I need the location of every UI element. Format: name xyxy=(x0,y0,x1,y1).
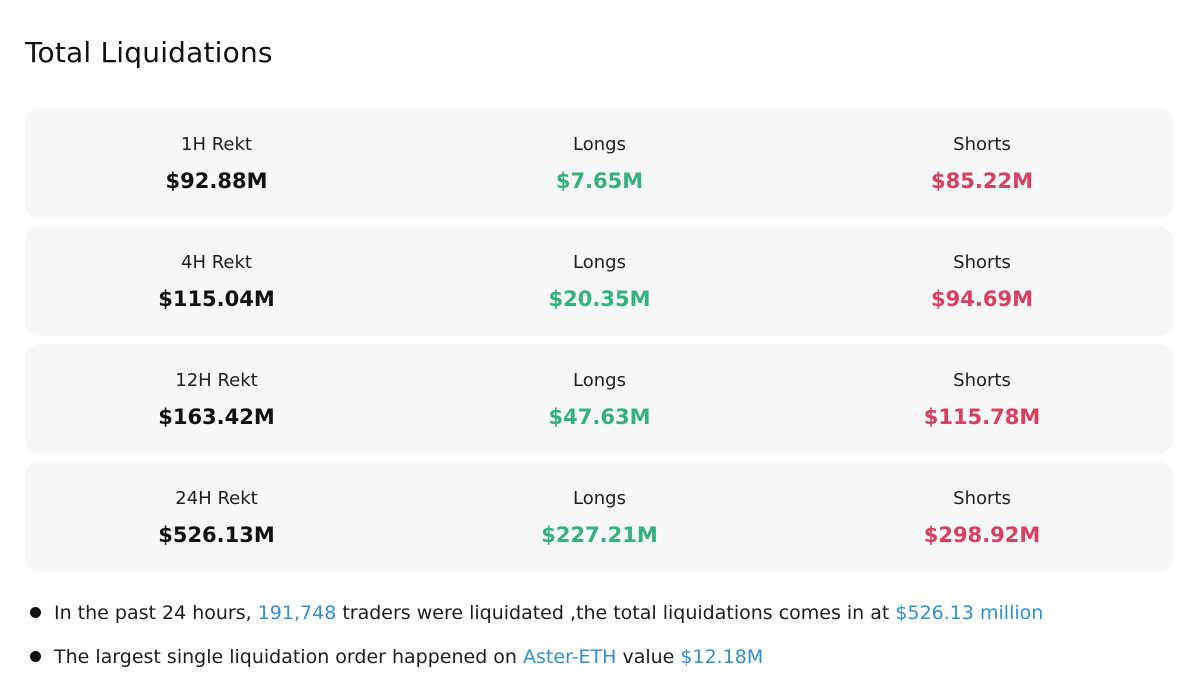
total-value: $163.42M xyxy=(158,405,275,429)
longs-value: $227.21M xyxy=(541,523,658,547)
longs-label: Longs xyxy=(573,134,626,155)
total-liquidations-link[interactable]: $526.13 million xyxy=(895,602,1044,624)
bullet-icon xyxy=(30,651,41,662)
note-text: In the past 24 hours, xyxy=(54,602,258,624)
shorts-value: $298.92M xyxy=(923,523,1041,547)
total-value: $526.13M xyxy=(158,523,275,547)
shorts-cell: Shorts $85.22M xyxy=(791,108,1173,218)
note-text: traders were liquidated ,the total liqui… xyxy=(336,602,896,624)
period-label: 12H Rekt xyxy=(175,370,258,391)
stat-row-1h: 1H Rekt $92.88M Longs $7.65M Shorts $85.… xyxy=(25,108,1173,218)
traders-count-link[interactable]: 191,748 xyxy=(257,602,337,624)
total-cell: 1H Rekt $92.88M xyxy=(25,108,408,218)
total-value: $115.04M xyxy=(158,287,275,311)
stat-row-12h: 12H Rekt $163.42M Longs $47.63M Shorts $… xyxy=(25,344,1173,454)
page-title: Total Liquidations xyxy=(25,36,273,69)
summary-notes: In the past 24 hours, 191,748 traders we… xyxy=(30,598,1043,686)
total-cell: 4H Rekt $115.04M xyxy=(25,226,408,336)
shorts-value: $115.78M xyxy=(923,405,1041,429)
shorts-value: $85.22M xyxy=(931,169,1033,193)
stat-row-4h: 4H Rekt $115.04M Longs $20.35M Shorts $9… xyxy=(25,226,1173,336)
period-label: 24H Rekt xyxy=(175,488,258,509)
longs-label: Longs xyxy=(573,252,626,273)
shorts-cell: Shorts $298.92M xyxy=(791,462,1173,572)
shorts-cell: Shorts $115.78M xyxy=(791,344,1173,454)
period-label: 1H Rekt xyxy=(181,134,252,155)
shorts-label: Shorts xyxy=(953,252,1011,273)
shorts-label: Shorts xyxy=(953,370,1011,391)
longs-cell: Longs $7.65M xyxy=(408,108,791,218)
bullet-icon xyxy=(30,607,41,618)
shorts-cell: Shorts $94.69M xyxy=(791,226,1173,336)
total-cell: 24H Rekt $526.13M xyxy=(25,462,408,572)
longs-cell: Longs $47.63M xyxy=(408,344,791,454)
shorts-label: Shorts xyxy=(953,134,1011,155)
shorts-value: $94.69M xyxy=(931,287,1033,311)
liquidation-stats: 1H Rekt $92.88M Longs $7.65M Shorts $85.… xyxy=(25,108,1173,580)
period-label: 4H Rekt xyxy=(181,252,252,273)
note-text: The largest single liquidation order hap… xyxy=(54,646,524,668)
longs-cell: Longs $227.21M xyxy=(408,462,791,572)
longs-label: Longs xyxy=(573,370,626,391)
shorts-label: Shorts xyxy=(953,488,1011,509)
note-text: value xyxy=(616,646,681,668)
longs-value: $47.63M xyxy=(548,405,651,429)
summary-note-largest: The largest single liquidation order hap… xyxy=(30,642,1043,672)
longs-value: $7.65M xyxy=(555,169,644,193)
total-value: $92.88M xyxy=(165,169,268,193)
total-cell: 12H Rekt $163.42M xyxy=(25,344,408,454)
largest-order-value-link[interactable]: $12.18M xyxy=(680,646,764,668)
longs-value: $20.35M xyxy=(548,287,651,311)
summary-note-24h: In the past 24 hours, 191,748 traders we… xyxy=(30,598,1043,628)
longs-cell: Longs $20.35M xyxy=(408,226,791,336)
pair-link[interactable]: Aster-ETH xyxy=(523,646,617,668)
stat-row-24h: 24H Rekt $526.13M Longs $227.21M Shorts … xyxy=(25,462,1173,572)
longs-label: Longs xyxy=(573,488,626,509)
